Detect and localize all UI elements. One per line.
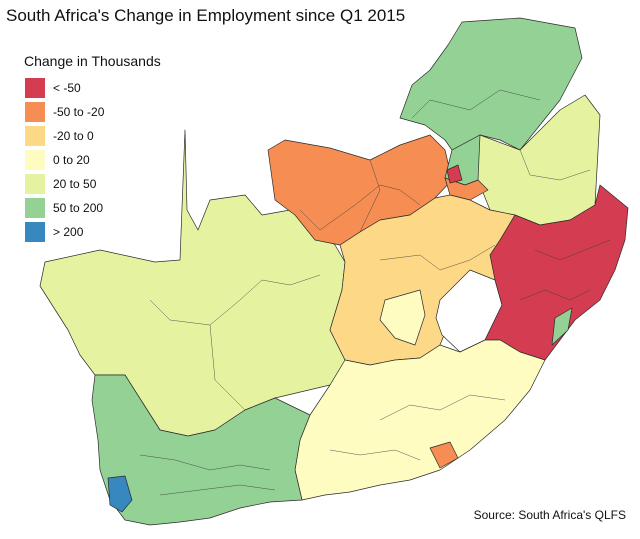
region-gauteng-core (446, 164, 463, 184)
legend-label: -50 to -20 (53, 104, 105, 119)
region-kwazulu-natal (484, 184, 629, 361)
legend-label: -20 to 0 (53, 128, 94, 143)
region-kzn-coast (551, 307, 573, 346)
legend-label: < -50 (53, 80, 81, 95)
legend-label: 50 to 200 (53, 200, 104, 215)
legend-item: 20 to 50 (24, 171, 161, 196)
legend: Change in Thousands < -50 -50 to -20 -20… (24, 53, 161, 243)
legend-swatch (24, 100, 46, 123)
legend-swatch (24, 76, 46, 99)
legend-item: 50 to 200 (24, 195, 161, 220)
legend-item: < -50 (24, 75, 161, 100)
region-free-state-south (379, 289, 426, 346)
region-cape-town (107, 475, 133, 513)
legend-item: -50 to -20 (24, 99, 161, 124)
region-eastern-cape-metro (429, 441, 459, 469)
legend-swatch (24, 148, 46, 171)
legend-label: > 200 (53, 224, 84, 239)
legend-swatch (24, 220, 46, 243)
legend-label: 0 to 20 (53, 152, 90, 167)
region-western-cape (91, 374, 311, 526)
page-title: South Africa's Change in Employment sinc… (6, 6, 406, 25)
legend-item: > 200 (24, 219, 161, 244)
legend-title: Change in Thousands (24, 53, 161, 69)
legend-item: -20 to 0 (24, 123, 161, 148)
legend-label: 20 to 50 (53, 176, 97, 191)
legend-swatch (24, 172, 46, 195)
legend-swatch (24, 124, 46, 147)
legend-item: 0 to 20 (24, 147, 161, 172)
source-caption: Source: South Africa's QLFS (473, 508, 626, 522)
legend-swatch (24, 196, 46, 219)
